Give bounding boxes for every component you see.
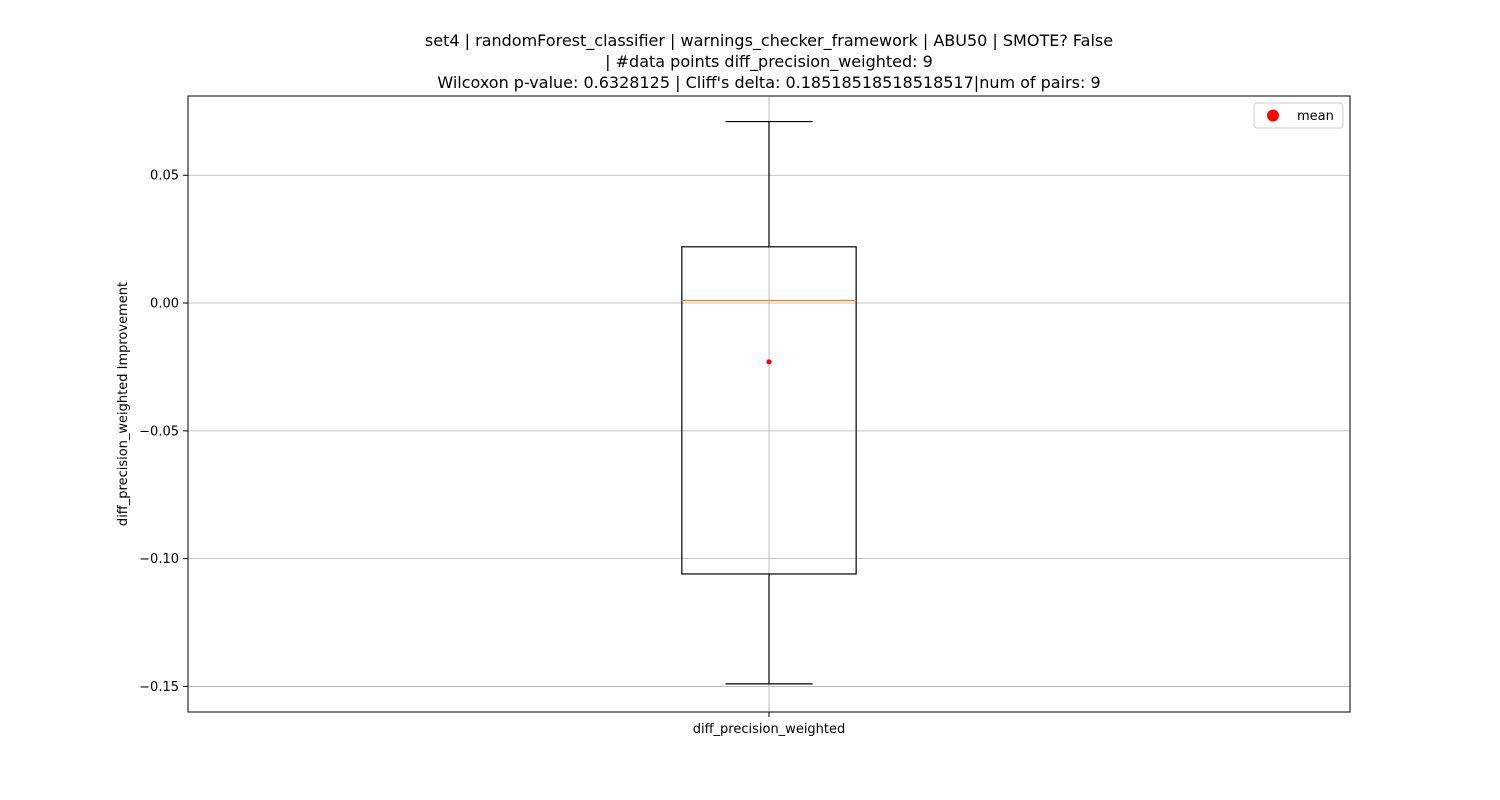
legend: mean [1253, 102, 1344, 129]
mean-marker [766, 359, 772, 365]
interquartile-box [681, 246, 857, 575]
title-line-3: Wilcoxon p-value: 0.6328125 | Cliff's de… [437, 73, 1100, 92]
chart-title: set4 | randomForest_classifier | warning… [425, 31, 1113, 92]
legend-mean-marker [1267, 109, 1279, 122]
plot-area-frame [187, 95, 1351, 713]
title-line-2: | #data points diff_precision_weighted: … [605, 52, 933, 72]
title-line-1: set4 | randomForest_classifier | warning… [425, 31, 1113, 51]
y-axis: −0.15 −0.10 −0.05 0.00 0.05 [139, 169, 188, 695]
y-tick-label: −0.05 [139, 424, 179, 439]
legend-frame [1253, 102, 1344, 129]
x-tick-label: diff_precision_weighted [693, 722, 846, 737]
box-plot [681, 120, 857, 685]
y-axis-label: diff_precision_weighted Improvement [116, 282, 131, 526]
y-tick-label: 0.05 [150, 169, 179, 184]
x-axis: diff_precision_weighted [693, 712, 846, 737]
y-tick-label: −0.10 [139, 552, 179, 567]
legend-mean-label: mean [1297, 109, 1334, 124]
y-tick-label: −0.15 [139, 680, 179, 695]
y-tick-label: 0.00 [150, 297, 179, 312]
